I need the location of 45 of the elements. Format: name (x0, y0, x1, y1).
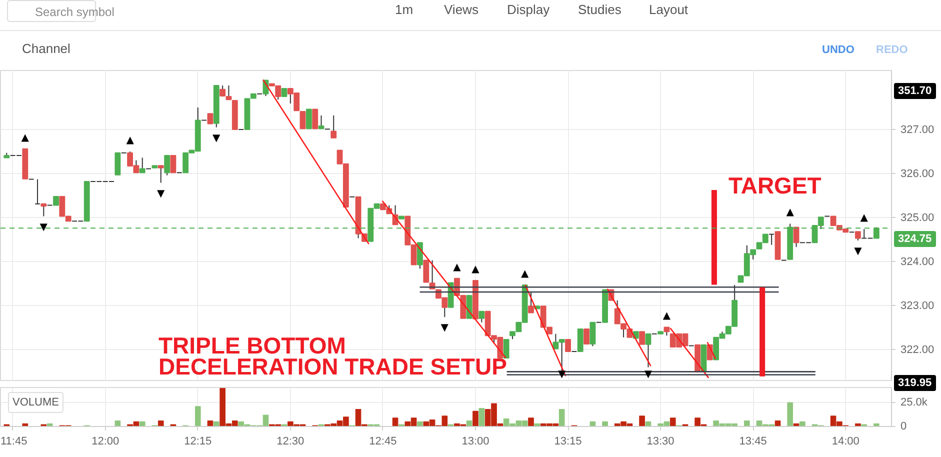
text: Display (507, 2, 550, 18)
annotation: ▼ (854, 246, 862, 257)
y-tick-label: 322.00 (900, 344, 934, 356)
annotation: ▲ (662, 310, 671, 322)
x-tick-label: 13:30 (646, 436, 674, 448)
y-tick-label: 326.00 (900, 168, 934, 180)
annotation: ▼ (212, 132, 221, 144)
y-tick-label: 0 (900, 420, 907, 432)
x-tick-label: 14:00 (832, 436, 860, 448)
text: UNDO (822, 43, 854, 58)
y-tick-label: 325.00 (900, 212, 934, 224)
x-tick-label: 13:15 (554, 436, 582, 448)
annotation: ▼ (40, 222, 48, 233)
annotation: VOLUME (12, 396, 59, 408)
ref-line-label: 324.75 (894, 230, 936, 247)
text: Channel (22, 41, 70, 57)
x-tick-label: 13:00 (462, 436, 490, 448)
text: Views (444, 2, 478, 18)
text: Layout (649, 2, 688, 18)
annotation: ▲ (472, 264, 480, 276)
y-tick-label: 25.0k (900, 396, 928, 409)
annotation: ▼ (157, 188, 166, 200)
y-tick-label: 323.00 (900, 300, 934, 312)
text: 1m (395, 2, 414, 18)
text: 319.95 (894, 375, 936, 391)
text: REDO (876, 43, 908, 58)
annotation: ▲ (786, 207, 794, 218)
text: Studies (578, 2, 622, 18)
annotation: ▲ (453, 262, 462, 273)
x-tick-label: 12:00 (92, 436, 120, 448)
y-tick-label: 327.00 (900, 124, 934, 136)
x-tick-label: 12:30 (276, 436, 304, 448)
x-tick-label: 12:45 (369, 436, 397, 448)
annotation: ▲ (21, 132, 30, 144)
x-tick-label: 12:15 (184, 436, 212, 448)
annotation: ▼ (440, 322, 449, 334)
x-tick-label: 11:45 (0, 436, 28, 448)
text: 351.70 (894, 83, 936, 99)
y-tick-label: 324.00 (900, 256, 934, 268)
annotation: ▲ (520, 268, 529, 280)
x-tick-label: 13:45 (739, 436, 767, 448)
annotation: ▲ (860, 212, 868, 224)
annotation: ▲ (126, 135, 134, 146)
annotation: TARGET (728, 172, 822, 198)
text: Search symbol (34, 4, 114, 21)
